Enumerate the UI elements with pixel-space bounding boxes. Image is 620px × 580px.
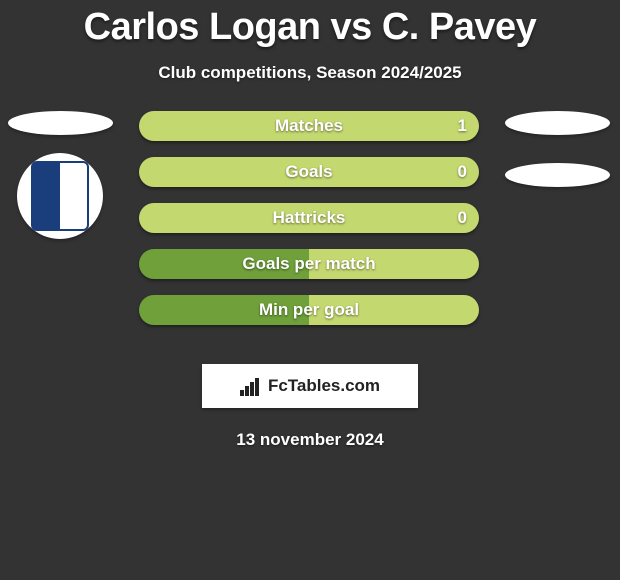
subtitle: Club competitions, Season 2024/2025 (0, 63, 620, 83)
metric-bar: Min per goal (139, 295, 479, 325)
metric-bar: Goals0 (139, 157, 479, 187)
metric-bar: Matches1 (139, 111, 479, 141)
chart-icon (240, 376, 262, 396)
metric-value-right: 0 (458, 203, 467, 233)
metric-label: Hattricks (139, 203, 479, 233)
metric-value-right: 0 (458, 157, 467, 187)
metric-value-right: 1 (458, 111, 467, 141)
date-label: 13 november 2024 (0, 430, 620, 450)
metric-label: Goals (139, 157, 479, 187)
metric-bar: Goals per match (139, 249, 479, 279)
metric-label: Min per goal (139, 295, 479, 325)
metric-label: Matches (139, 111, 479, 141)
metric-label: Goals per match (139, 249, 479, 279)
player-right-shirt-2 (505, 163, 610, 187)
logo-text: FcTables.com (268, 376, 380, 396)
player-left-shirt (8, 111, 113, 135)
player-right-shirt (505, 111, 610, 135)
bars-container: Matches1Goals0Hattricks0Goals per matchM… (139, 111, 479, 341)
player-left-club-badge (17, 153, 103, 239)
comparison-chart: Matches1Goals0Hattricks0Goals per matchM… (0, 111, 620, 346)
site-logo: FcTables.com (202, 364, 418, 408)
metric-bar: Hattricks0 (139, 203, 479, 233)
player-right-column (502, 111, 612, 197)
page-title: Carlos Logan vs C. Pavey (0, 0, 620, 49)
player-left-column (5, 111, 115, 239)
